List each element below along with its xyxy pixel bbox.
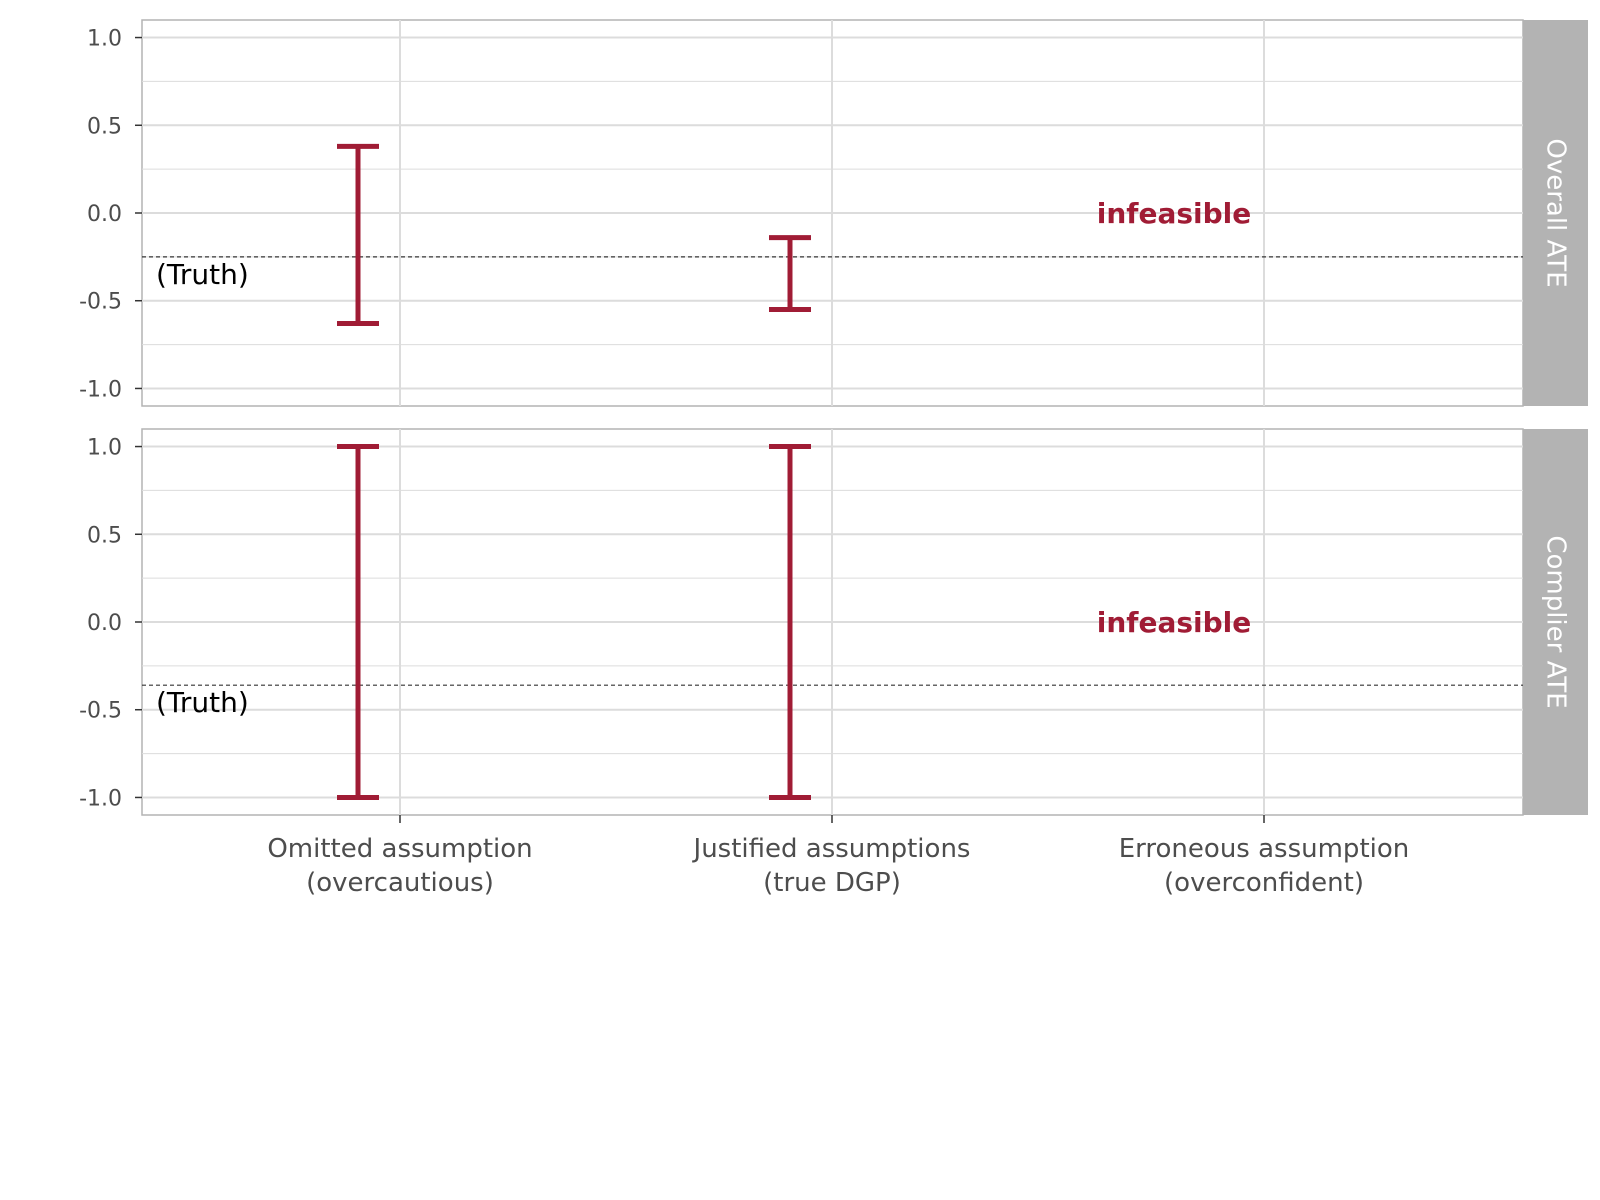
x-tick-label: (overconfident)	[1164, 868, 1364, 898]
infeasible-annotation: infeasible	[1097, 197, 1252, 230]
infeasible-annotation: infeasible	[1097, 606, 1252, 639]
y-tick-label: -0.5	[79, 290, 122, 315]
truth-label: (Truth)	[156, 686, 249, 719]
facet-strip-label: Complier ATE	[1541, 535, 1571, 708]
facet-strip	[1523, 429, 1588, 815]
x-tick-label: (true DGP)	[763, 868, 901, 898]
facet-strip	[1523, 20, 1588, 406]
x-tick-label: (overcautious)	[306, 868, 494, 898]
y-tick-label: 1.0	[87, 27, 122, 52]
x-tick-label: Erroneous assumption	[1119, 834, 1410, 864]
y-tick-label: -0.5	[79, 699, 122, 724]
facet-strip-label: Overall ATE	[1541, 138, 1571, 287]
y-tick-label: 0.5	[87, 523, 122, 548]
truth-label: (Truth)	[156, 258, 249, 291]
y-tick-label: 0.0	[87, 202, 122, 227]
x-tick-label: Justified assumptions	[692, 834, 971, 864]
y-tick-label: 0.5	[87, 114, 122, 139]
y-tick-label: -1.0	[79, 377, 122, 402]
y-tick-label: 1.0	[87, 436, 122, 461]
y-tick-label: -1.0	[79, 786, 122, 811]
x-tick-label: Omitted assumption	[267, 834, 532, 864]
y-tick-label: 0.0	[87, 611, 122, 636]
